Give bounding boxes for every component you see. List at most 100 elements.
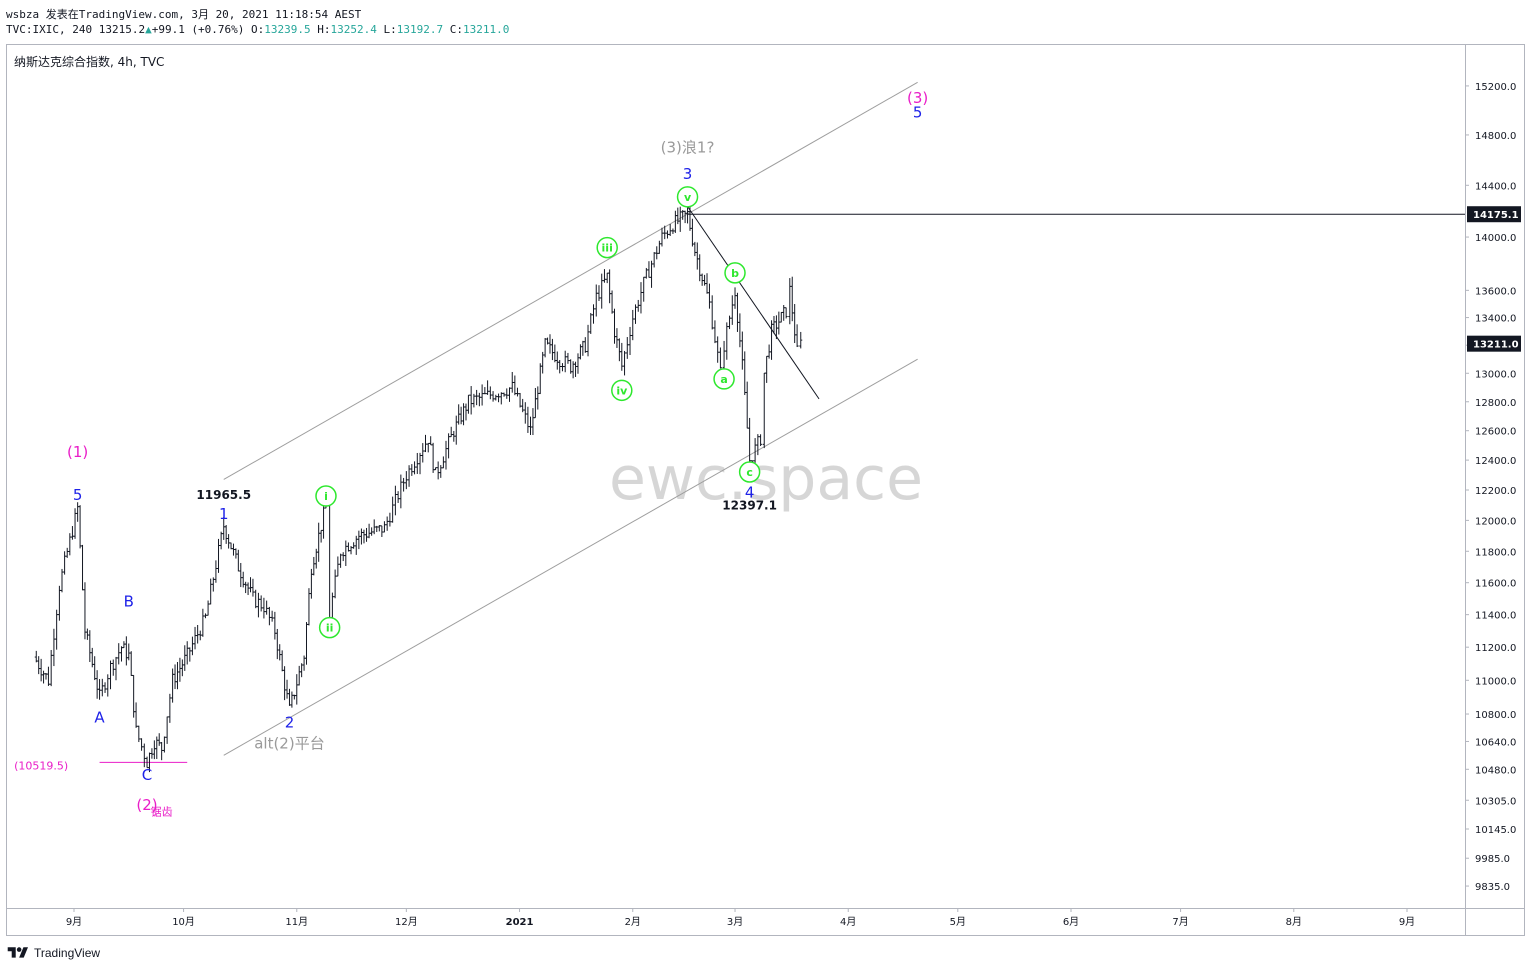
y-tick-label: 9985.0 <box>1475 854 1510 865</box>
y-tick-label: 12400.0 <box>1475 456 1516 467</box>
high-value: 13252.4 <box>330 23 377 36</box>
footer: TradingView <box>6 945 100 961</box>
y-tick-label: 10640.0 <box>1475 737 1516 748</box>
header-ohlc: TVC:IXIC, 240 13215.2▲+99.1 (+0.76%) O:1… <box>6 23 509 36</box>
y-tick-label: 10305.0 <box>1475 796 1516 807</box>
wave-label: 1 <box>219 505 229 523</box>
price-label-text: 14175.1 <box>1473 210 1519 221</box>
channel-lower <box>223 358 918 756</box>
y-tick-label: 11400.0 <box>1475 611 1516 622</box>
x-tick-label: 3月 <box>727 916 743 928</box>
wave-label: 2 <box>285 714 295 732</box>
x-tick-label: 11月 <box>285 916 308 928</box>
y-tick-label: 12000.0 <box>1475 516 1516 527</box>
wave-label: 11965.5 <box>196 488 251 502</box>
y-tick-label: 9835.0 <box>1475 882 1510 893</box>
wave-label: B <box>124 593 134 611</box>
header-title: wsbza 发表在TradingView.com, 3月 20, 2021 11… <box>6 8 362 21</box>
wave-label: 5 <box>913 104 923 122</box>
price-label-box <box>1467 335 1521 352</box>
price-axis[interactable]: 9835.0 9985.0 10145.0 10305.0 10480.0 10640.0… <box>1465 82 1521 893</box>
chart-border <box>6 44 1525 936</box>
y-tick-label: 12200.0 <box>1475 486 1516 497</box>
watermark: ewc.space <box>609 444 923 514</box>
high-label: H: <box>317 23 331 36</box>
wave-label: 锯齿 <box>151 804 173 818</box>
y-tick-label: 10480.0 <box>1475 765 1516 776</box>
symbol-interval: TVC:IXIC, 240 <box>6 23 93 36</box>
wave-circle <box>713 368 735 390</box>
y-tick-label: 11800.0 <box>1475 547 1516 558</box>
wave-label: (3)浪1? <box>661 138 715 156</box>
wave-label: A <box>94 709 105 727</box>
x-tick-label: 9月 <box>1399 916 1415 928</box>
brand-name: TradingView <box>34 946 101 960</box>
wave-circle <box>724 262 746 284</box>
wave-label: (2) <box>136 796 157 814</box>
y-tick-label: 13600.0 <box>1475 286 1516 297</box>
y-tick-label: 11200.0 <box>1475 643 1516 654</box>
wave-circle <box>318 616 341 639</box>
price-label-box <box>1467 206 1521 223</box>
y-tick-label: 14400.0 <box>1475 181 1516 192</box>
wave-label: alt(2)平台 <box>254 734 325 752</box>
wave-label: 4 <box>745 484 755 502</box>
wave-labels: (1) 5 A B C (2)锯齿 11965.5 1 2 alt(2)平台 (3)浪1? 3 4123… <box>14 89 928 819</box>
y-tick-label: 14800.0 <box>1475 131 1516 142</box>
wave-circle <box>315 485 337 507</box>
wave-circle <box>611 379 633 402</box>
chart-title: 纳斯达克综合指数, 4h, TVC <box>14 54 164 69</box>
wave-label: 5 <box>73 486 83 504</box>
wave-circle <box>596 236 618 259</box>
last-price: 13215.2 <box>98 23 146 36</box>
x-tick-label: 4月 <box>840 916 856 928</box>
low-label: L: <box>383 23 397 36</box>
y-tick-label: 13400.0 <box>1475 314 1516 325</box>
wave-circle-label: a <box>720 373 727 386</box>
up-arrow-icon: ▲ <box>145 23 152 36</box>
wave-circle <box>738 461 761 483</box>
wave-circle-label: i <box>324 490 328 503</box>
wave-label: 3 <box>683 165 693 183</box>
y-tick-label: 13000.0 <box>1475 369 1516 380</box>
wave-label: 12397.1 <box>722 499 777 513</box>
wave-circle-label: ii <box>326 622 334 635</box>
open-value: 13239.5 <box>264 23 311 36</box>
y-tick-label: 12800.0 <box>1475 398 1516 409</box>
y-tick-label: 12600.0 <box>1475 427 1516 438</box>
x-tick-label: 12月 <box>395 916 418 928</box>
wave-circle-label: b <box>731 267 739 280</box>
x-tick-label: 9月 <box>66 916 82 928</box>
x-tick-label: 2021 <box>506 917 534 928</box>
x-tick-label: 8月 <box>1286 916 1302 928</box>
time-axis[interactable]: 9月 10月 11月 12月 2021 2月 3月 4月 5月 6月 7月 8月 9月 <box>66 908 1415 928</box>
x-tick-label: 7月 <box>1172 916 1188 928</box>
wave-label: (1) <box>67 443 88 461</box>
price-bars <box>34 203 803 773</box>
wave4-trendline <box>687 206 820 400</box>
wave-label: (10519.5) <box>14 759 68 772</box>
wave-circle-label: iv <box>616 384 628 397</box>
x-tick-label: 6月 <box>1063 916 1079 928</box>
price-change: +99.1 (+0.76%) <box>151 23 245 36</box>
chart-area[interactable]: 纳斯达克综合指数, 4h, TVC ewc.space (1) 5 A B C (2) 锯齿… <box>6 44 1525 936</box>
price-label-text: 13211.0 <box>1473 340 1519 351</box>
x-tick-label: 2月 <box>625 916 641 928</box>
y-tick-label: 10145.0 <box>1475 825 1516 836</box>
wave-circle-label: iii <box>602 242 613 255</box>
wave-circle-label: c <box>746 466 753 479</box>
channel-upper <box>223 81 918 480</box>
open-label: O: <box>251 23 265 36</box>
y-tick-label: 15200.0 <box>1475 82 1516 93</box>
y-tick-label: 11000.0 <box>1475 676 1516 687</box>
wave-label: (3) <box>907 89 928 107</box>
y-tick-label: 11600.0 <box>1475 579 1516 590</box>
wave-circle-label: v <box>684 191 692 204</box>
drawn-lines <box>99 81 1465 763</box>
y-tick-label: 14000.0 <box>1475 233 1516 244</box>
wave-label: C <box>142 766 152 784</box>
x-tick-label: 10月 <box>172 916 195 928</box>
chart-svg[interactable]: 纳斯达克综合指数, 4h, TVC ewc.space (1) 5 A B C (2)锯齿… <box>6 44 1525 936</box>
x-tick-label: 5月 <box>950 916 966 928</box>
y-tick-label: 10800.0 <box>1475 710 1516 721</box>
